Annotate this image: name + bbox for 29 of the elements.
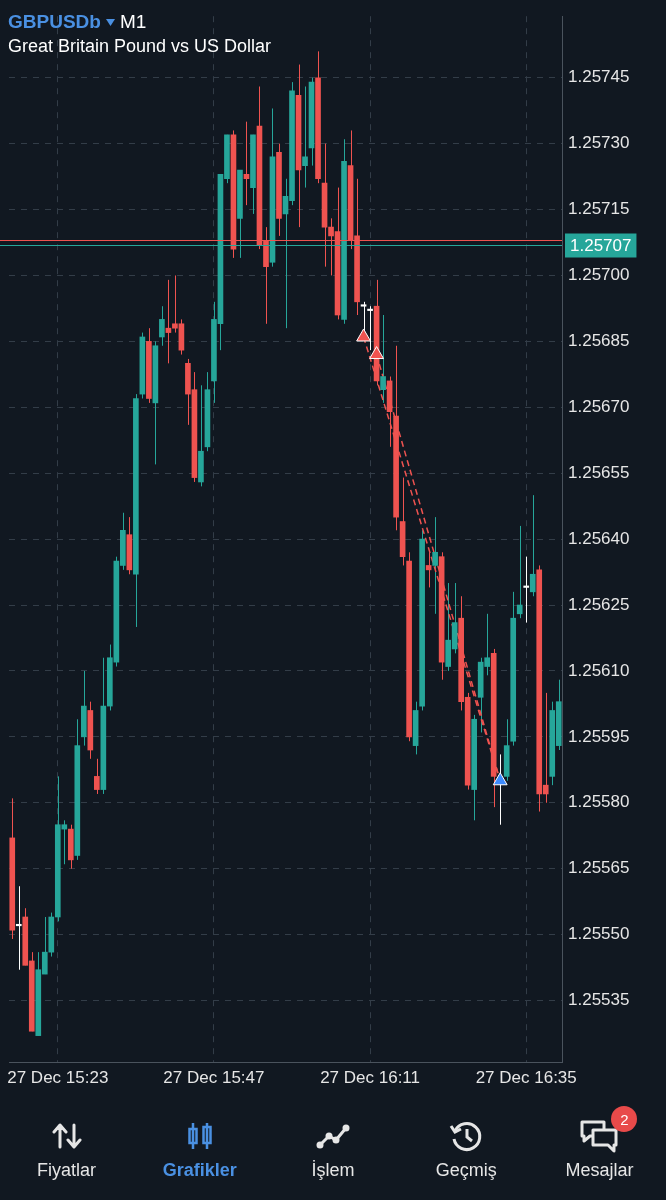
x-tick-label: 27 Dec 16:35 (475, 1067, 577, 1087)
y-tick-label: 1.25580 (568, 792, 630, 812)
chart-title: GBPUSDb (8, 10, 101, 34)
y-tick-label: 1.25715 (568, 199, 630, 219)
y-tick-label: 1.25685 (568, 331, 630, 351)
y-tick-label: 1.25730 (568, 133, 630, 153)
text: Grafikler (162, 1160, 237, 1181)
ref-line-label: 1.25707 (570, 236, 632, 256)
x-tick-label: 27 Dec 16:11 (320, 1067, 421, 1087)
y-tick-label: 1.25550 (568, 924, 630, 944)
y-tick-label: 1.25565 (568, 858, 630, 878)
y-tick-label: 1.25745 (568, 67, 630, 87)
text: İşlem (311, 1160, 355, 1181)
text: Fiyatlar (37, 1160, 97, 1181)
text: Geçmiş (435, 1160, 497, 1181)
y-tick-label: 1.25610 (568, 660, 630, 680)
notification-badge: 2 (611, 1106, 638, 1132)
y-tick-label: 1.25535 (568, 990, 630, 1010)
x-tick-label: 27 Dec 15:23 (7, 1067, 109, 1087)
annotation: M1 (119, 10, 147, 34)
text: Mesajlar (565, 1160, 634, 1181)
x-tick-label: 27 Dec 15:47 (163, 1067, 265, 1087)
y-tick-label: 1.25625 (568, 594, 630, 614)
y-tick-label: 1.25640 (568, 528, 630, 548)
y-tick-label: 1.25595 (568, 726, 630, 746)
y-tick-label: 1.25655 (568, 462, 630, 482)
y-tick-label: 1.25700 (568, 265, 630, 285)
y-tick-label: 1.25670 (568, 396, 630, 416)
text: Great Britain Pound vs US Dollar (8, 35, 272, 58)
